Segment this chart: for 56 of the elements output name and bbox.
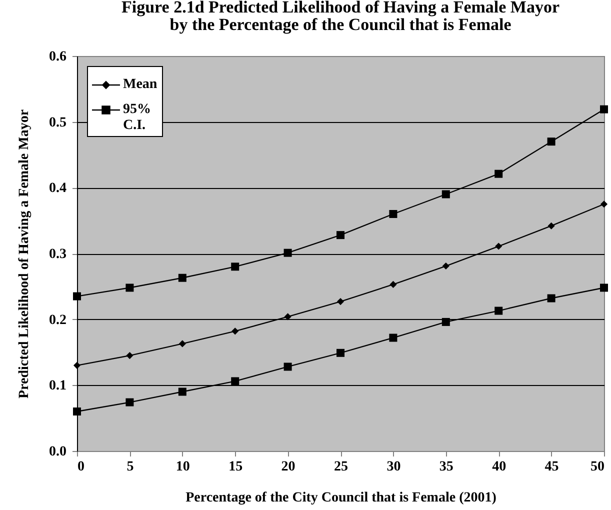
x-axis-title: Percentage of the City Council that is Female (2001) bbox=[186, 490, 497, 506]
point bbox=[442, 318, 450, 326]
point bbox=[494, 306, 503, 315]
legend-label: Mean bbox=[123, 77, 158, 92]
x-tick-label: 30 bbox=[386, 460, 401, 474]
point bbox=[600, 105, 608, 114]
x-tick-label: 10 bbox=[176, 460, 190, 474]
point bbox=[494, 170, 503, 178]
y-tick-label: 0.4 bbox=[49, 181, 66, 196]
point bbox=[178, 388, 186, 396]
y-tick-label: 0.6 bbox=[49, 50, 66, 64]
x-tick-label: 35 bbox=[439, 460, 454, 474]
point bbox=[336, 348, 344, 357]
point bbox=[600, 284, 608, 292]
point bbox=[284, 313, 292, 320]
legend-label: 95% C.I. bbox=[123, 102, 151, 133]
x-tick-label: 45 bbox=[544, 460, 559, 474]
point bbox=[336, 231, 344, 240]
y-tick-label: 0.0 bbox=[49, 444, 66, 460]
point bbox=[126, 398, 134, 406]
x-tick-label: 0 bbox=[78, 460, 84, 474]
point bbox=[495, 242, 502, 250]
point bbox=[548, 222, 555, 230]
y-tick-label: 0.5 bbox=[49, 115, 66, 130]
point bbox=[73, 292, 81, 300]
point bbox=[178, 340, 186, 348]
x-tick-label: 25 bbox=[334, 460, 348, 474]
x-tick-label: 20 bbox=[281, 460, 296, 474]
point bbox=[390, 280, 397, 288]
point bbox=[336, 298, 344, 306]
y-tick-label: 0.2 bbox=[49, 312, 66, 328]
point bbox=[126, 284, 134, 292]
point bbox=[600, 200, 608, 208]
x-tick-label: 40 bbox=[492, 460, 506, 474]
point bbox=[231, 262, 240, 271]
point bbox=[442, 262, 450, 270]
y-tick-label: 0.3 bbox=[49, 247, 66, 262]
point bbox=[178, 274, 186, 282]
point bbox=[442, 190, 450, 198]
point bbox=[389, 334, 398, 342]
y-tick-label: 0.1 bbox=[49, 378, 66, 394]
chart-title: Figure 2.1d Predicted Likelihood of Having a Female Mayor by the Percentage of the Council that is Female bbox=[121, 0, 560, 34]
x-tick-label: 15 bbox=[228, 460, 243, 474]
point bbox=[284, 362, 292, 371]
point bbox=[232, 328, 239, 335]
point bbox=[126, 352, 134, 360]
point bbox=[389, 210, 398, 218]
point bbox=[231, 377, 240, 386]
x-tick-label: 5 bbox=[126, 460, 134, 474]
y-axis-title: Predicted Likelihood of Having a Female Mayor bbox=[17, 109, 32, 399]
x-tick-label: 50 bbox=[590, 460, 604, 474]
point bbox=[73, 362, 81, 369]
point bbox=[284, 248, 292, 257]
point bbox=[547, 294, 556, 302]
point bbox=[547, 138, 556, 146]
point bbox=[73, 408, 81, 416]
